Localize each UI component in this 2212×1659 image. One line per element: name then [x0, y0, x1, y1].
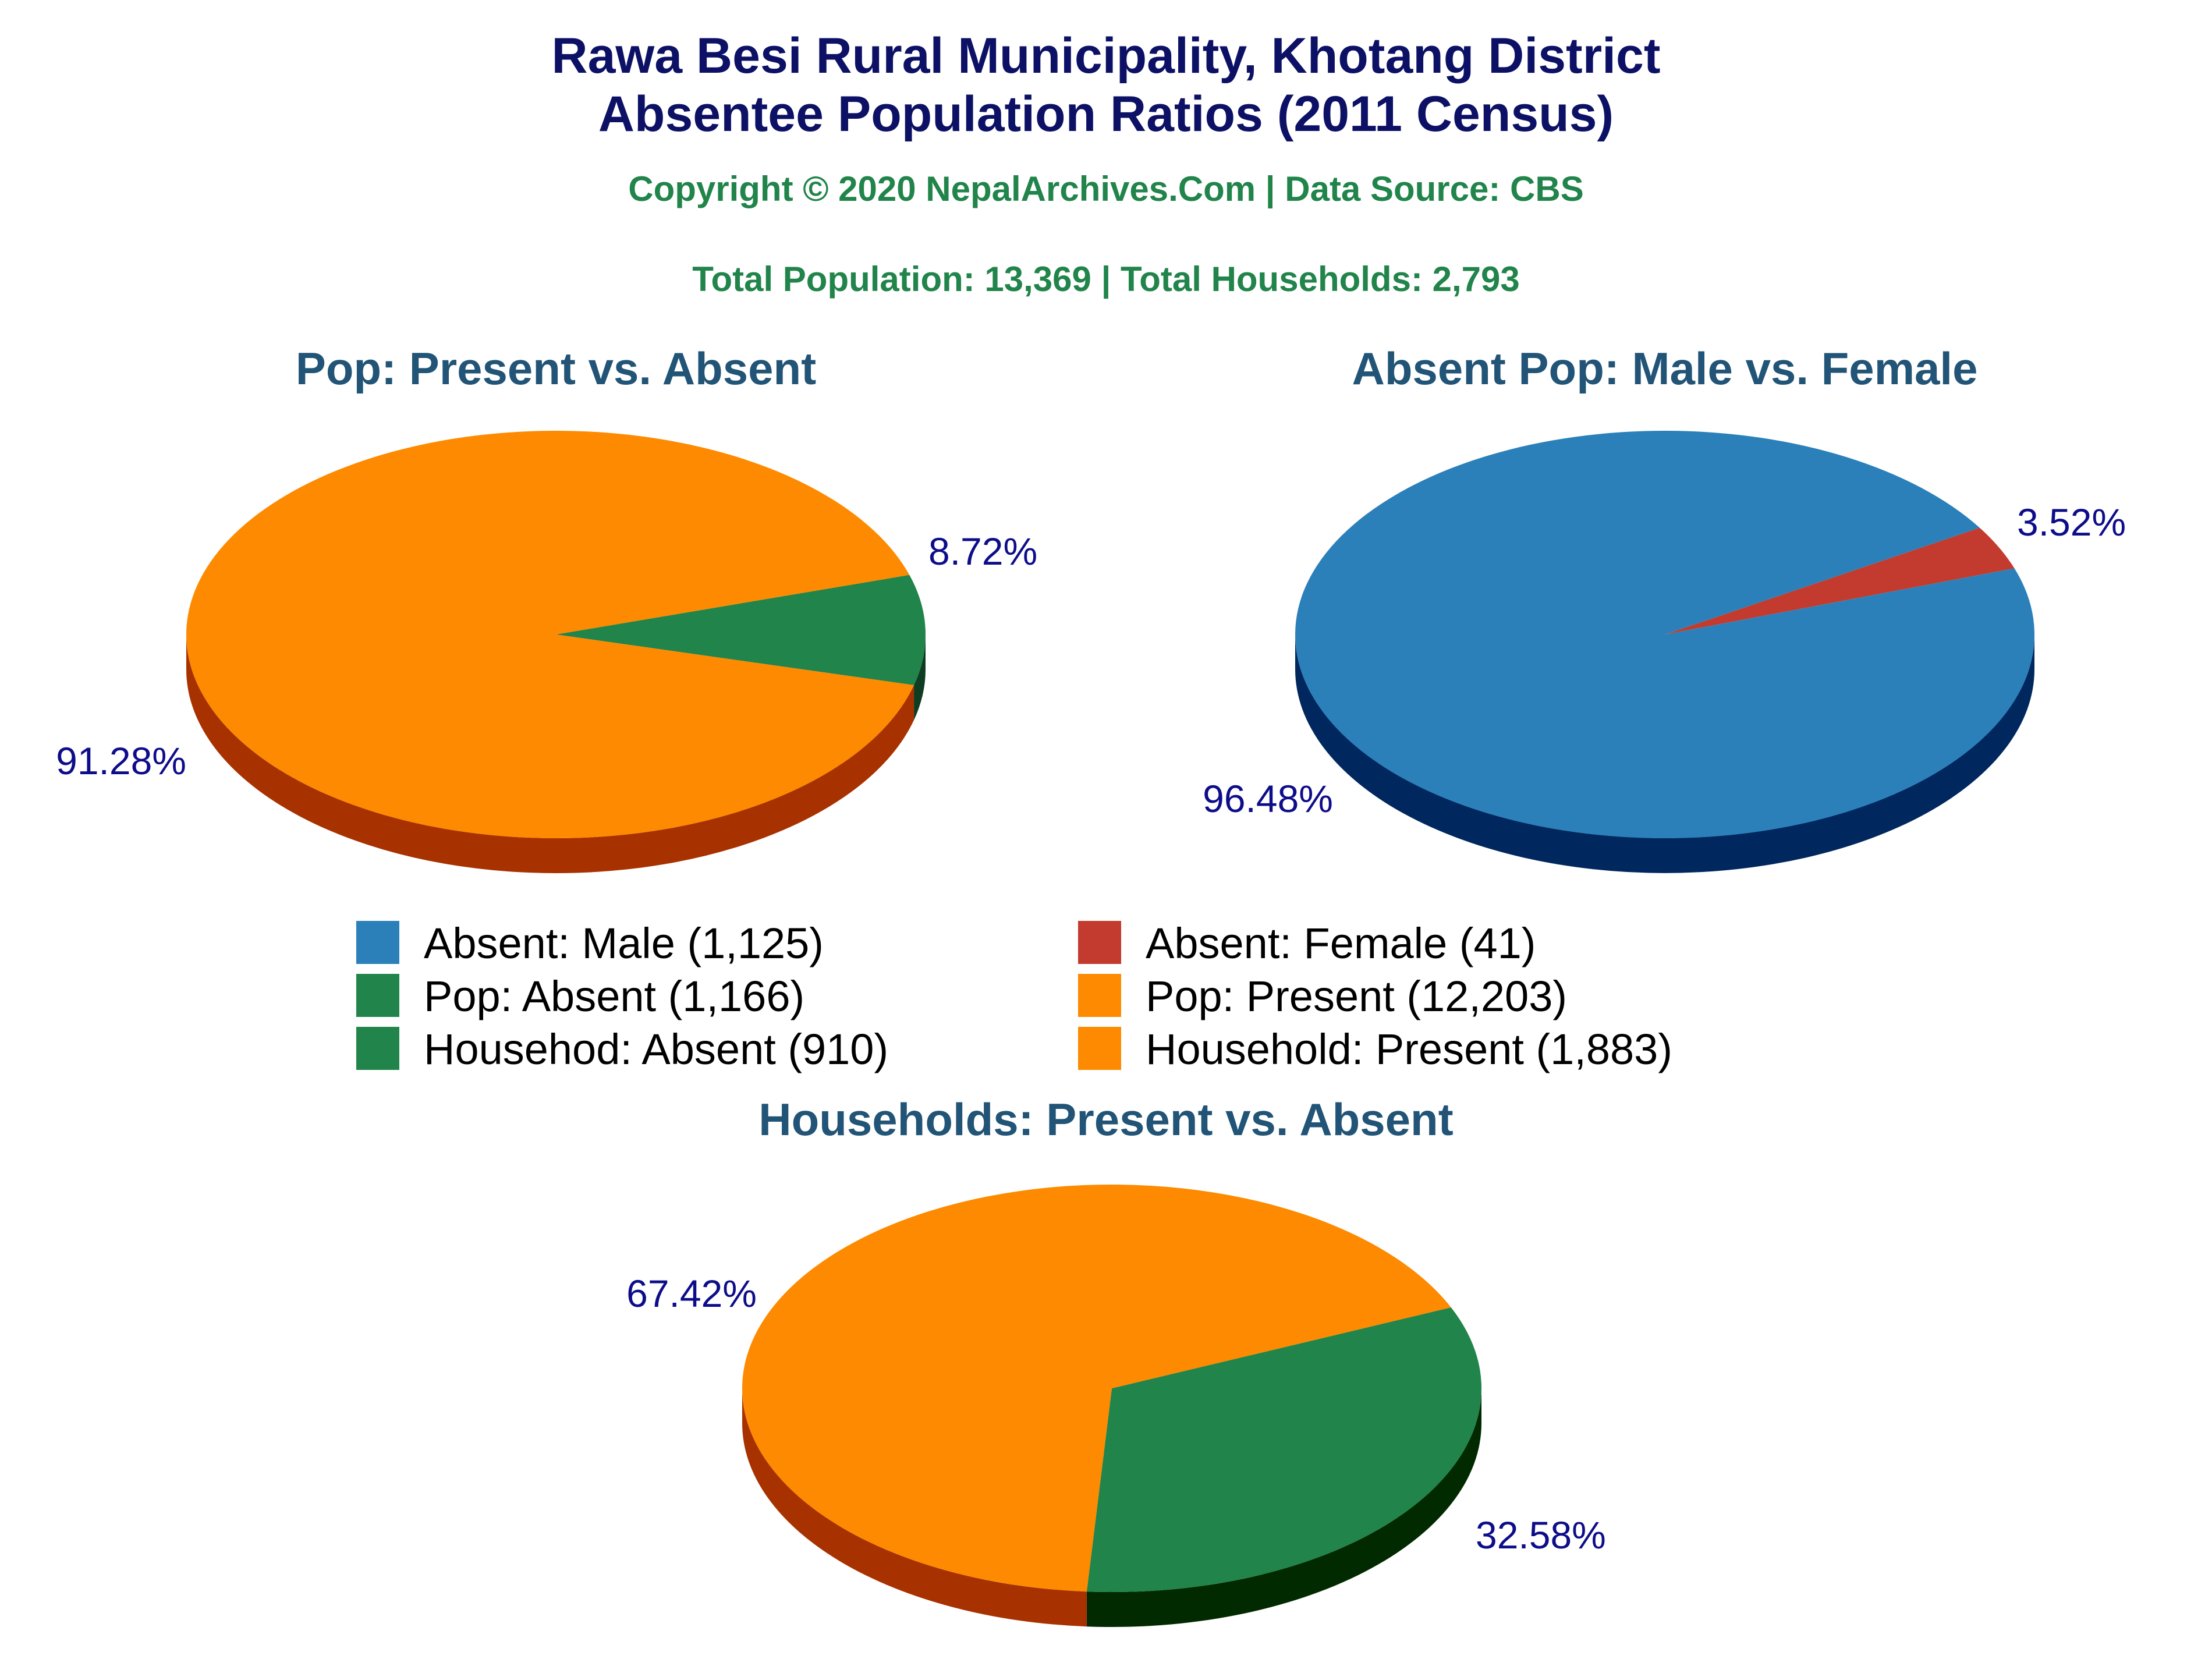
totals-text: Total Population: 13,369 | Total Househo…: [692, 260, 1519, 299]
chart-title-line1: Rawa Besi Rural Municipality, Khotang Di…: [551, 28, 1660, 84]
pie-1-pct-label-0: 8.72%: [928, 530, 1037, 573]
legend-swatch-absent-male: [356, 921, 399, 964]
pie-3-side-0: [1086, 1388, 1481, 1627]
legend-swatch-household-absent: [356, 1027, 399, 1070]
pie-3-title: Households: Present vs. Absent: [758, 1094, 1453, 1145]
pie-2-pct-label-1: 96.48%: [1203, 777, 1333, 820]
legend-swatch-pop-present: [1078, 974, 1121, 1017]
pie-3-slice-household-present: [742, 1185, 1451, 1592]
pie-2: [1295, 430, 2034, 873]
pie-1-side-1: [186, 634, 914, 873]
pie-2-pct-label-0: 3.52%: [2017, 501, 2126, 544]
legend: Absent: Male (1,125) Absent: Female (41)…: [356, 919, 1672, 1073]
legend-label-household-absent: Househod: Absent (910): [424, 1025, 888, 1073]
pie-1-pct-label-1: 91.28%: [56, 739, 186, 782]
legend-swatch-absent-female: [1078, 921, 1121, 964]
pie-3: [742, 1185, 1482, 1627]
percent-labels-group: 8.72% 91.28% 3.52% 96.48% 32.58% 67.42%: [56, 501, 2126, 1557]
pie-2-slice-absent-female: [1665, 527, 2015, 634]
legend-label-pop-present: Pop: Present (12,203): [1146, 972, 1567, 1020]
copyright-text: Copyright © 2020 NepalArchives.Com | Dat…: [628, 169, 1583, 209]
pie-1-slice-pop-absent: [556, 575, 926, 686]
legend-label-household-present: Household: Present (1,883): [1146, 1025, 1672, 1073]
pie-1-side-0: [914, 634, 926, 721]
pie-1-title: Pop: Present vs. Absent: [296, 343, 816, 394]
legend-swatch-household-present: [1078, 1027, 1121, 1070]
chart-title-line2: Absentee Population Ratios (2011 Census): [598, 86, 1614, 142]
pie-1: [186, 430, 926, 873]
pie-3-pct-label-0: 32.58%: [1476, 1513, 1606, 1557]
pie-3-slice-househod-absent: [1086, 1307, 1482, 1592]
pie-2-title: Absent Pop: Male vs. Female: [1352, 343, 1978, 394]
pie-2-slice-absent-male: [1295, 430, 2034, 838]
legend-swatch-pop-absent: [356, 974, 399, 1017]
legend-label-pop-absent: Pop: Absent (1,166): [424, 972, 804, 1020]
pie-2-side-1: [1295, 634, 2034, 873]
pie-3-pct-label-1: 67.42%: [626, 1272, 757, 1315]
pie-3-side-1: [742, 1388, 1087, 1627]
pie-charts-group: [186, 430, 2034, 1627]
legend-label-absent-male: Absent: Male (1,125): [424, 919, 824, 967]
legend-label-absent-female: Absent: Female (41): [1146, 919, 1536, 967]
pie-1-slice-pop-present: [186, 430, 914, 838]
